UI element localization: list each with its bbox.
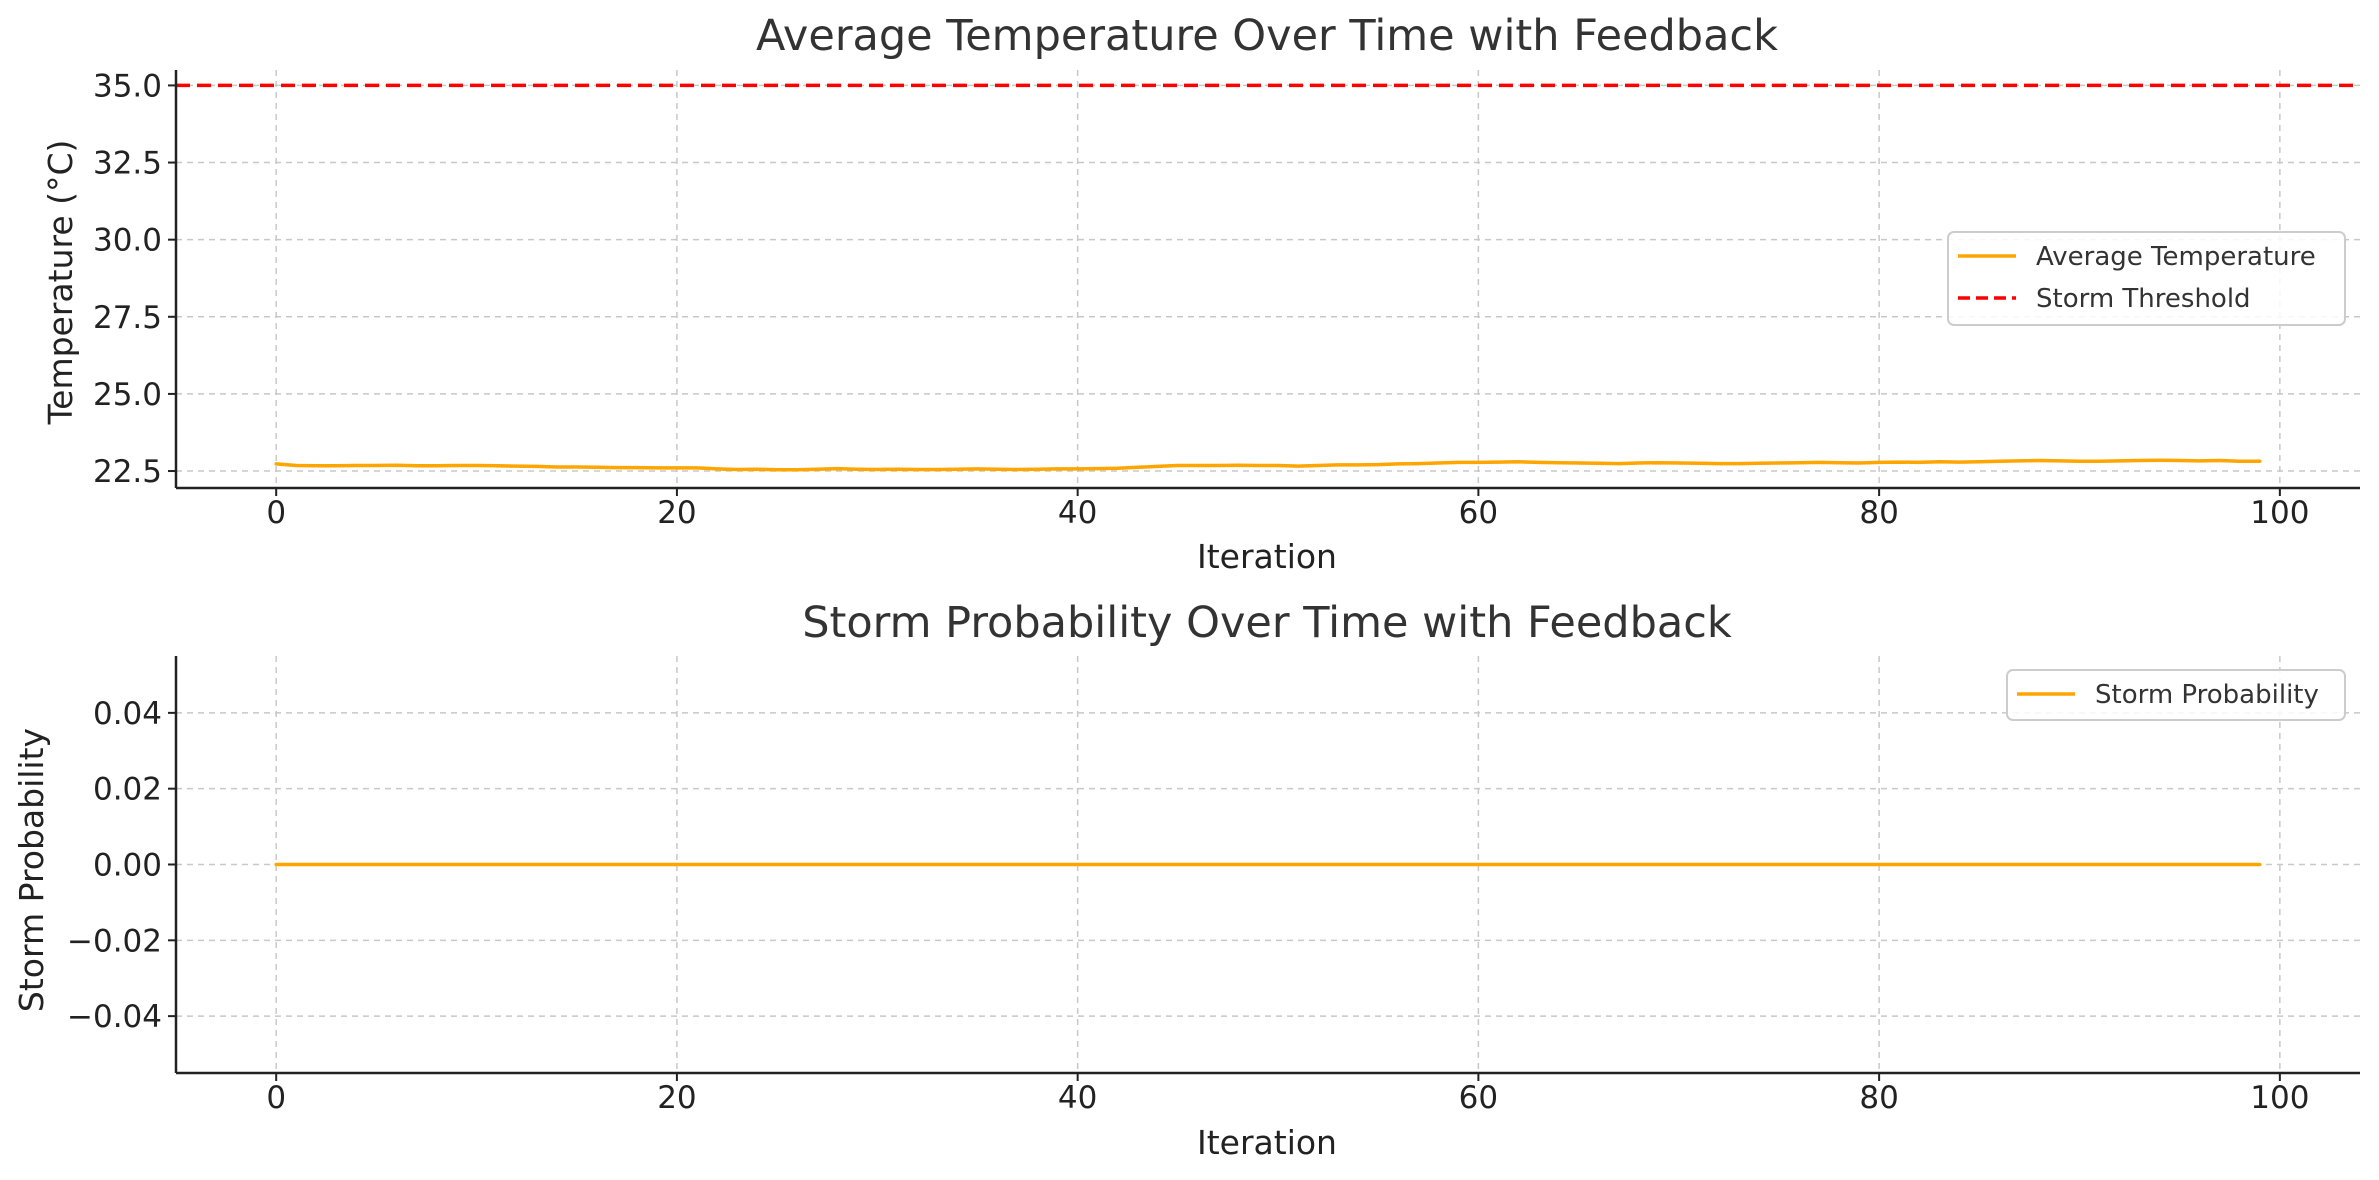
temperature-chart-panel: 0 20 40 60 80 100 22.5 25.0 27.5 30.0 32.5 35.0 Av… (41, 11, 2360, 576)
probability-x-tick-label-20: 20 (657, 1080, 696, 1116)
probability-y-axis-label: Storm Probability (12, 728, 51, 1012)
temperature-x-tick-label-20: 20 (657, 495, 696, 531)
storm-probability-chart-panel: 0 20 40 60 80 100 −0.04 −0.02 0.00 0.02 0.04 Stor… (12, 598, 2360, 1162)
probability-x-tick-label-0: 0 (266, 1080, 286, 1116)
temperature-y-ticks: 22.5 25.0 27.5 30.0 32.5 35.0 (93, 68, 176, 490)
probability-x-ticks: 0 20 40 60 80 100 (266, 1073, 2309, 1116)
probability-y-tick-label-2: 0.00 (93, 848, 162, 884)
temperature-series-average-temperature-line (274, 458, 2262, 472)
temperature-x-tick-label-60: 60 (1459, 495, 1498, 531)
probability-x-tick-label-100: 100 (2250, 1080, 2309, 1116)
legend-label-average-temperature: Average Temperature (2036, 242, 2316, 272)
temperature-plot-lines (176, 83, 2360, 472)
legend-label-storm-probability: Storm Probability (2095, 680, 2319, 710)
temperature-x-axis-label: Iteration (1197, 537, 1337, 576)
temperature-axes (174, 70, 2360, 490)
temperature-legend-frame (1947, 231, 2346, 326)
temperature-x-ticks: 0 20 40 60 80 100 (266, 488, 2309, 531)
legend-label-storm-threshold: Storm Threshold (2036, 284, 2251, 314)
temperature-y-axis-label: Temperature (°C) (41, 140, 80, 426)
temperature-x-tick-label-40: 40 (1058, 495, 1097, 531)
temperature-y-tick-label-1: 25.0 (93, 377, 162, 413)
probability-x-tick-label-40: 40 (1058, 1080, 1097, 1116)
temperature-x-tick-label-100: 100 (2250, 495, 2309, 531)
probability-y-tick-label-1: −0.02 (67, 923, 162, 959)
probability-y-tick-label-4: 0.04 (93, 696, 162, 732)
temperature-y-tick-label-5: 35.0 (93, 68, 162, 104)
temperature-y-tick-label-3: 30.0 (93, 223, 162, 259)
probability-y-tick-label-3: 0.02 (93, 772, 162, 808)
temperature-chart-title: Average Temperature Over Time with Feedb… (756, 11, 1778, 61)
probability-x-tick-label-80: 80 (1859, 1080, 1898, 1116)
probability-x-axis-label: Iteration (1197, 1123, 1337, 1162)
temperature-x-tick-label-0: 0 (266, 495, 286, 531)
probability-y-ticks: −0.04 −0.02 0.00 0.02 0.04 (67, 696, 176, 1035)
temperature-legend: Average Temperature Storm Threshold (1947, 231, 2346, 326)
probability-legend-frame (2006, 669, 2346, 721)
temperature-y-tick-label-2: 27.5 (93, 300, 162, 336)
temperature-y-tick-label-4: 32.5 (93, 146, 162, 182)
probability-y-tick-label-0: −0.04 (67, 999, 162, 1035)
probability-chart-title: Storm Probability Over Time with Feedbac… (802, 598, 1732, 648)
probability-x-tick-label-60: 60 (1459, 1080, 1498, 1116)
temperature-x-tick-label-80: 80 (1859, 495, 1898, 531)
temperature-y-tick-label-0: 22.5 (93, 454, 162, 490)
probability-legend: Storm Probability (2006, 669, 2346, 721)
